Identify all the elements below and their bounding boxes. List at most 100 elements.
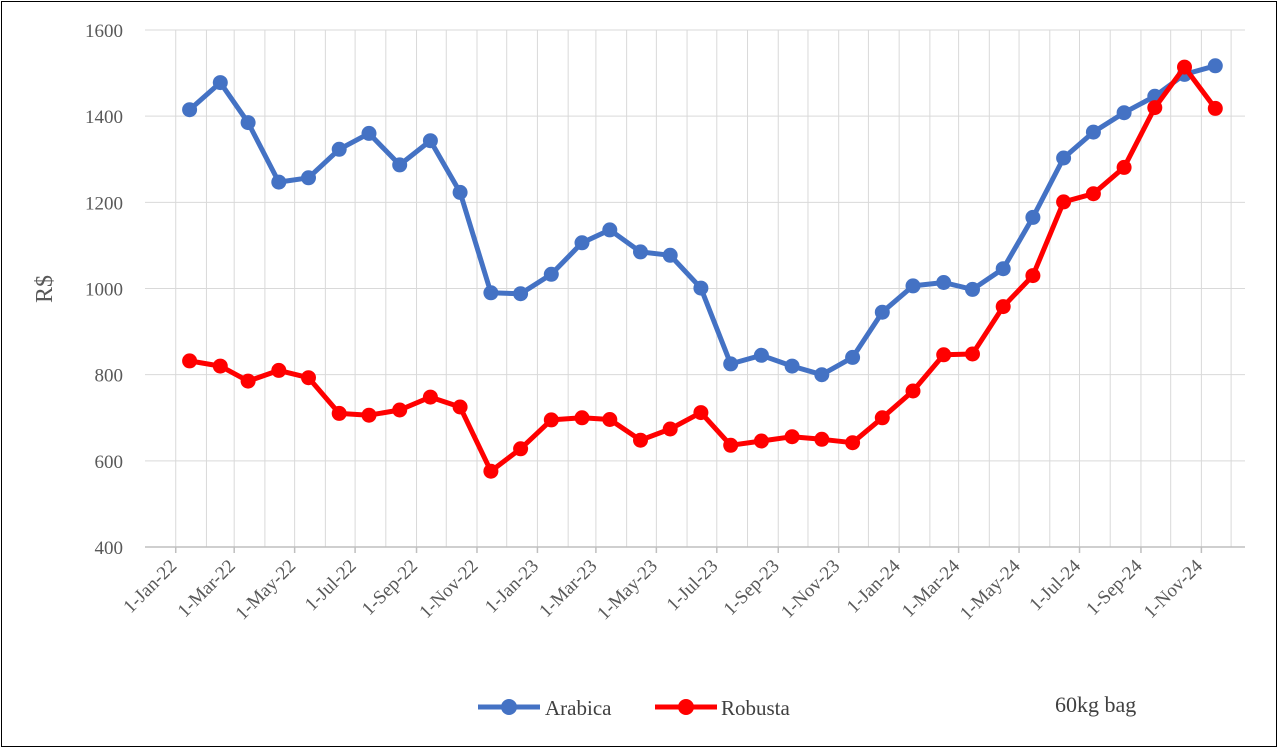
robusta-point: [662, 421, 678, 437]
arabica-point: [693, 280, 709, 296]
x-tick-label: 1-May-22: [232, 556, 301, 625]
y-tick-label: 1000: [85, 280, 123, 301]
series-arabica: [182, 58, 1223, 383]
x-tick-label: 1-Sep-23: [720, 556, 784, 620]
robusta-point: [784, 429, 800, 445]
arabica-point: [483, 285, 499, 301]
x-tick-label: 1-Nov-23: [777, 556, 844, 623]
legend-arabica-label: Arabica: [545, 696, 612, 720]
x-tick-label: 1-Nov-22: [415, 556, 482, 623]
x-tick-label: 1-Mar-23: [535, 556, 601, 622]
robusta-point: [301, 370, 316, 386]
x-tick-label: 1-Sep-22: [358, 556, 422, 620]
arabica-point: [874, 304, 890, 320]
x-tick-label: 1-Mar-24: [898, 555, 964, 621]
x-tick-label: 1-Jan-22: [119, 556, 181, 618]
arabica-point: [784, 358, 800, 374]
robusta-point: [271, 362, 287, 378]
x-tick-label: 1-Sep-24: [1082, 555, 1146, 619]
x-tick-label: 1-May-24: [956, 555, 1025, 624]
x-tick-label: 1-Jan-24: [843, 555, 905, 617]
robusta-point: [965, 346, 980, 362]
arabica-point: [633, 244, 648, 260]
arabica-point: [212, 75, 228, 91]
arabica-point: [1056, 150, 1072, 166]
robusta-point: [1177, 59, 1192, 75]
arabica-point: [452, 184, 468, 200]
y-axis-label: R$: [32, 275, 58, 303]
arabica-point: [723, 356, 739, 372]
robusta-point: [602, 412, 618, 427]
arabica-point: [814, 367, 830, 383]
robusta-point: [905, 383, 921, 399]
arabica-point: [965, 281, 980, 297]
arabica-point: [301, 170, 316, 186]
robusta-point: [1116, 159, 1132, 175]
arabica-point: [240, 115, 256, 131]
robusta-point: [1147, 100, 1163, 116]
y-tick-label: 1600: [85, 21, 123, 42]
legend-robusta-marker: [678, 699, 694, 715]
robusta-point: [240, 373, 256, 389]
robusta-point: [1207, 100, 1223, 116]
arabica-point: [936, 275, 952, 290]
x-tick-label: 1-Jul-24: [1025, 555, 1085, 615]
robusta-point: [1085, 186, 1101, 202]
x-tick-label: 1-May-23: [593, 556, 662, 625]
x-tick-labels: 1-Jan-221-Mar-221-May-22 1-Jul-221-Sep-22…: [119, 555, 1207, 624]
arabica-point: [602, 222, 618, 238]
arabica-point: [182, 102, 198, 118]
robusta-point: [845, 435, 861, 451]
arabica-point: [662, 247, 678, 263]
y-tick-label: 400: [95, 538, 124, 559]
x-tick-label: 1-Jul-22: [301, 556, 361, 616]
arabica-point: [845, 349, 861, 365]
arabica-point: [1085, 124, 1101, 140]
y-tick-label: 1200: [85, 193, 123, 214]
robusta-point: [392, 402, 408, 418]
arabica-point: [543, 266, 559, 282]
arabica-point: [422, 133, 438, 149]
robusta-point: [212, 358, 228, 374]
axes: [145, 546, 1245, 553]
robusta-point: [331, 405, 347, 421]
arabica-point: [331, 141, 347, 157]
robusta-point: [995, 299, 1011, 315]
robusta-point: [182, 353, 198, 369]
robusta-point: [422, 389, 438, 405]
x-tick-label: 1-Jul-23: [663, 556, 723, 616]
arabica-point: [995, 261, 1011, 277]
robusta-point: [543, 412, 559, 428]
robusta-point: [574, 410, 590, 426]
arabica-point: [271, 174, 287, 190]
robusta-point: [814, 431, 830, 447]
y-tick-label: 1400: [85, 107, 123, 128]
data-series: [182, 58, 1223, 479]
robusta-point: [452, 399, 468, 415]
x-tick-label: 1-Jan-23: [481, 556, 543, 618]
legend-item-robusta: Robusta: [655, 696, 791, 720]
x-tick-label: 1-Mar-22: [174, 556, 240, 622]
robusta-point: [1025, 268, 1041, 284]
arabica-point: [1207, 58, 1223, 74]
gridlines: [145, 29, 1245, 547]
robusta-point: [1056, 194, 1072, 210]
unit-note: 60kg bag: [1055, 692, 1136, 717]
robusta-point: [874, 410, 890, 426]
arabica-point: [361, 125, 377, 141]
legend: Arabica Robusta: [478, 696, 791, 720]
robusta-point: [753, 433, 769, 449]
arabica-point: [574, 235, 590, 251]
arabica-point: [392, 157, 408, 173]
legend-arabica-marker: [501, 699, 517, 715]
legend-item-arabica: Arabica: [478, 696, 612, 720]
arabica-point: [1116, 105, 1132, 121]
arabica-line: [187, 63, 1218, 378]
robusta-point: [936, 347, 952, 363]
arabica-point: [753, 347, 769, 363]
y-tick-label: 600: [95, 452, 124, 473]
arabica-point: [905, 278, 921, 294]
arabica-point: [1025, 209, 1041, 225]
